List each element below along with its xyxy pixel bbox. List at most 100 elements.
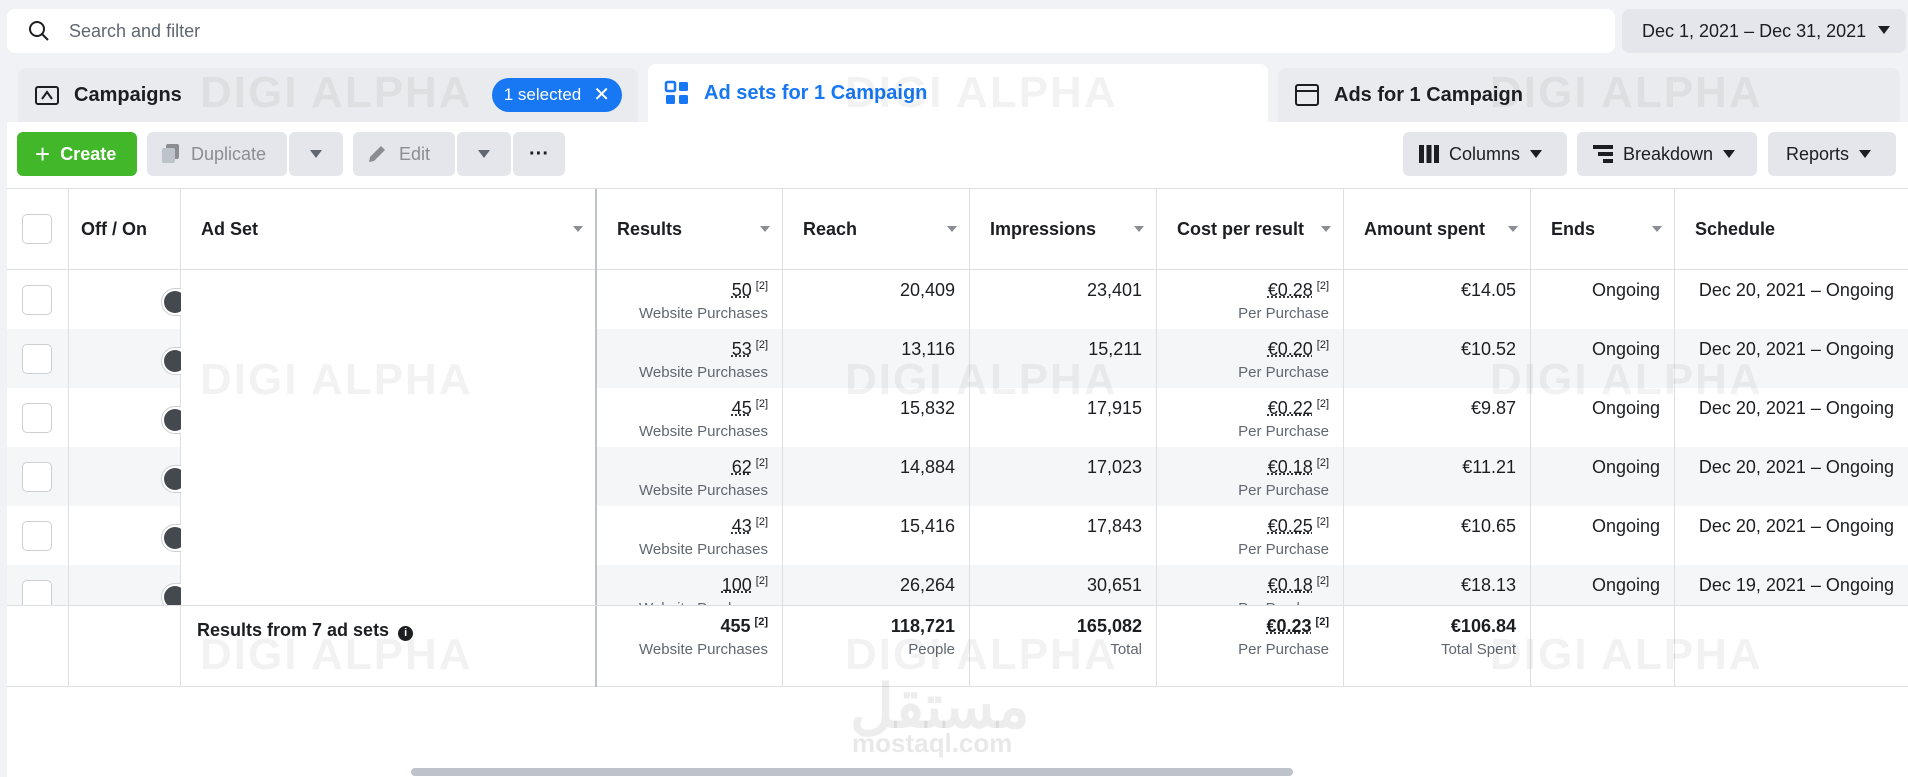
ad-set-name-cell[interactable] (181, 329, 597, 388)
cell-reach: 26,264 (783, 565, 970, 624)
select-all-checkbox[interactable] (22, 214, 52, 244)
grid-icon (664, 80, 688, 104)
cell-results-value[interactable]: 45 (731, 398, 752, 418)
sort-icon[interactable] (760, 226, 770, 232)
edit-dropdown[interactable] (457, 132, 511, 176)
footnote-mark: [2] (755, 516, 768, 528)
cell-ends-value: Ongoing (1591, 457, 1660, 477)
header-schedule[interactable]: Schedule (1675, 189, 1908, 270)
sort-icon[interactable] (573, 226, 583, 232)
header-ad-set[interactable]: Ad Set (181, 189, 597, 270)
cell-impressions: 30,651 (970, 565, 1157, 624)
cell-cpr-value[interactable]: €0.18 (1267, 575, 1313, 595)
row-checkbox[interactable] (22, 521, 52, 551)
cell-reach-value: 13,116 (901, 339, 955, 359)
toggle-knob (164, 468, 186, 490)
create-label: Create (60, 143, 117, 164)
more-button[interactable]: ··· (513, 132, 565, 176)
create-button[interactable]: + Create (17, 132, 137, 176)
cell-ends-value: Ongoing (1591, 575, 1660, 595)
horizontal-scrollbar[interactable] (411, 768, 1293, 776)
table-row[interactable]: 53 [2] Website Purchases 13,116 15,211 €0.20 [… (7, 329, 1908, 388)
sort-icon[interactable] (1508, 226, 1518, 232)
cell-reach-value: 15,416 (899, 516, 955, 536)
table-row[interactable]: 45 [2] Website Purchases 15,832 17,915 €0.22[… (7, 388, 1908, 447)
cell-cpr: €0.25 [2] Per Purchase (1157, 506, 1344, 565)
columns-button[interactable]: Columns (1403, 132, 1567, 176)
cell-results-sub: Website Purchases (639, 364, 768, 381)
header-off-on[interactable]: Off / On (69, 189, 181, 270)
header-results[interactable]: Results (597, 189, 783, 270)
edit-button[interactable]: Edit (353, 132, 455, 176)
footnote-mark: [2] (1315, 616, 1329, 628)
sort-icon[interactable] (1321, 226, 1331, 232)
cell-spent-value: €9.87 (1470, 398, 1516, 418)
footnote-mark: [2] (1316, 398, 1329, 410)
cell-impressions-value: 30,651 (1086, 575, 1142, 595)
cell-schedule: Dec 19, 2021 – Ongoing (1675, 565, 1908, 624)
cell-results-value[interactable]: 43 (731, 516, 752, 536)
cell-cpr-value[interactable]: €0.25 (1267, 516, 1313, 536)
table-row[interactable]: 62 [2] Website Purchases 14,884 17,023 €0.18[… (7, 447, 1908, 506)
breakdown-button[interactable]: Breakdown (1577, 132, 1757, 176)
cell-cpr-sub: Per Purchase (1238, 482, 1329, 499)
header-amount-spent[interactable]: Amount spent (1344, 189, 1531, 270)
date-range-picker[interactable]: Dec 1, 2021 – Dec 31, 2021 (1622, 9, 1906, 53)
cell-impressions: 15,211 (970, 329, 1157, 388)
footnote-mark: [2] (755, 575, 768, 587)
top-bar: Dec 1, 2021 – Dec 31, 2021 (0, 0, 1908, 62)
header-reach[interactable]: Reach (783, 189, 970, 270)
cell-cpr-value[interactable]: €0.20 (1267, 339, 1313, 359)
footnote-mark: [2] (755, 339, 768, 351)
search-input[interactable] (69, 20, 1615, 42)
totals-cpr-value[interactable]: €0.23 (1266, 616, 1312, 636)
cell-results: 62 [2] Website Purchases (597, 447, 783, 506)
tab-campaigns[interactable]: Campaigns 1 selected ✕ (18, 68, 638, 122)
ad-set-name-cell[interactable] (181, 447, 597, 506)
sort-icon[interactable] (1652, 226, 1662, 232)
toggle-knob (164, 527, 186, 549)
cell-impressions: 17,915 (970, 388, 1157, 447)
ad-set-name-cell[interactable] (181, 506, 597, 565)
search-bar[interactable] (7, 9, 1615, 53)
reports-button[interactable]: Reports (1768, 132, 1896, 176)
duplicate-dropdown[interactable] (289, 132, 343, 176)
ad-set-name-cell[interactable] (181, 270, 597, 329)
header-impressions[interactable]: Impressions (970, 189, 1157, 270)
info-icon[interactable]: i (398, 626, 414, 641)
cell-cpr-value[interactable]: €0.18 (1267, 457, 1313, 477)
ad-set-name-cell[interactable] (181, 388, 597, 447)
totals-blank (1531, 606, 1675, 687)
tab-ads[interactable]: Ads for 1 Campaign (1278, 68, 1900, 122)
table-row[interactable]: 50 [2] Website Purchases 20,409 23,401 €0.28[… (7, 270, 1908, 329)
totals-blank (1675, 606, 1908, 687)
cell-results-value[interactable]: 100 (721, 575, 752, 595)
row-toggle-cell (69, 388, 217, 447)
row-checkbox[interactable] (22, 285, 52, 315)
sort-icon[interactable] (1134, 226, 1144, 232)
close-icon[interactable]: ✕ (593, 84, 610, 106)
cell-results-value[interactable]: 50 (731, 280, 752, 300)
duplicate-button[interactable]: Duplicate (147, 132, 287, 176)
cell-results-value[interactable]: 53 (731, 339, 752, 359)
row-toggle-cell (69, 270, 217, 329)
cell-results-value[interactable]: 62 (731, 457, 752, 477)
cell-results-sub: Website Purchases (639, 541, 768, 558)
cell-results: 53 [2] Website Purchases (597, 329, 783, 388)
cell-spent: €18.13 (1344, 565, 1531, 624)
sort-icon[interactable] (947, 226, 957, 232)
table-row[interactable]: 43 [2] Website Purchases 15,416 17,843 €0.25[… (7, 506, 1908, 565)
cell-cpr-value[interactable]: €0.28 (1267, 280, 1313, 300)
cell-schedule-value: Dec 20, 2021 – Ongoing (1698, 280, 1894, 300)
header-cost-per-result[interactable]: Cost per result (1157, 189, 1344, 270)
row-checkbox[interactable] (22, 462, 52, 492)
totals-blank (69, 606, 181, 687)
tab-ad-sets[interactable]: Ad sets for 1 Campaign (648, 64, 1268, 122)
row-checkbox[interactable] (22, 403, 52, 433)
cell-spent-value: €18.13 (1460, 575, 1516, 595)
cell-reach: 13,116 (783, 329, 970, 388)
selected-badge[interactable]: 1 selected ✕ (491, 78, 622, 112)
row-checkbox[interactable] (22, 344, 52, 374)
cell-cpr-value[interactable]: €0.22 (1267, 398, 1313, 418)
header-ends[interactable]: Ends (1531, 189, 1675, 270)
